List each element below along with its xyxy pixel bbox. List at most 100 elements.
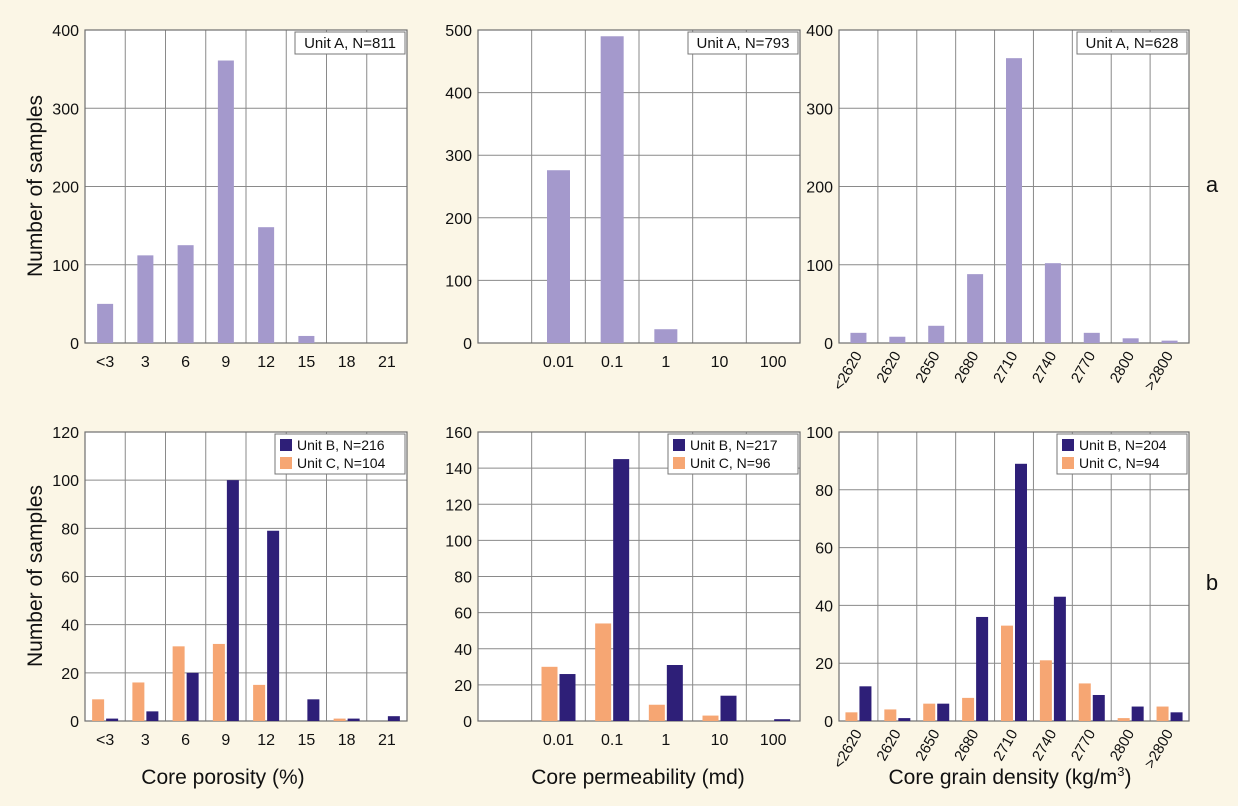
x-tick-label: 2740 — [1029, 349, 1060, 386]
y-tick-label: 40 — [815, 598, 833, 615]
bar-unit-b — [146, 711, 159, 721]
x-tick-label: 21 — [378, 732, 396, 749]
bar-unit-a — [1083, 332, 1100, 343]
bar-unit-a — [889, 336, 906, 343]
y-tick-label: 400 — [52, 23, 79, 40]
bar-unit-a — [1161, 340, 1178, 343]
x-tick-label: 2620 — [873, 349, 904, 386]
plot-frame — [84, 431, 408, 722]
legend-box — [294, 31, 406, 55]
bar-unit-b — [976, 616, 989, 721]
y-tick-label: 100 — [445, 273, 472, 290]
bar-unit-a — [1044, 263, 1061, 343]
chart-permeability-b: 0 20 40 60 80 100 120 140 160 0.01 0.1 1 10 100 Unit B… — [445, 425, 801, 749]
x-tick-label: 6 — [181, 354, 190, 371]
x-tick-label: <2620 — [830, 349, 866, 394]
y-tick-label: 400 — [806, 23, 833, 40]
legend-box — [274, 433, 406, 475]
legend: Unit A, N=793 — [687, 31, 799, 55]
bar-unit-b — [666, 665, 683, 721]
chart-porosity-a: 0 100 200 300 400 <3 3 6 9 12 15 18 21 Unit A, N=811 — [52, 23, 408, 371]
x-tick-label: 2800 — [1107, 727, 1138, 764]
bar-unit-c — [132, 682, 145, 721]
x-tick-label: 12 — [257, 732, 275, 749]
y-tick-label: 20 — [815, 656, 833, 673]
legend-swatch — [280, 439, 292, 451]
bar-unit-c — [1156, 706, 1169, 721]
legend-box — [667, 433, 799, 475]
x-tick-label: 21 — [378, 354, 396, 371]
bar-unit-b — [106, 718, 119, 721]
x-tick-label: 0.1 — [601, 732, 623, 749]
bar-unit-b — [898, 718, 911, 721]
bar-unit-c — [172, 646, 185, 721]
legend-swatch — [1062, 439, 1074, 451]
legend: Unit B, N=217 Unit C, N=96 — [667, 433, 799, 475]
legend-label: Unit A, N=793 — [697, 35, 790, 52]
y-tick-label: 200 — [806, 180, 833, 197]
x-tick-label: 2680 — [951, 349, 982, 386]
x-tick-label: 15 — [297, 354, 315, 371]
y-tick-label: 80 — [454, 570, 472, 587]
legend-label: Unit B, N=204 — [1079, 437, 1167, 453]
plot-frame — [838, 431, 1190, 722]
bar-unit-c — [541, 666, 558, 721]
bar-unit-b — [1053, 596, 1066, 721]
x-tick-label: 10 — [711, 732, 729, 749]
x-tick-label: 15 — [297, 732, 315, 749]
chart-density-a: 0 100 200 300 400 <2620 2620 2650 2680 2710 2740 27… — [806, 23, 1190, 394]
x-tick-label: 6 — [181, 732, 190, 749]
x-tick-label: 18 — [338, 354, 356, 371]
y-tick-label: 0 — [824, 336, 833, 353]
legend-box — [687, 31, 799, 55]
y-tick-label: 40 — [454, 642, 472, 659]
x-tick-label: 100 — [760, 732, 787, 749]
x-tick-label: <3 — [96, 732, 114, 749]
plot-frame — [477, 431, 801, 722]
x-tick-label: <2620 — [830, 727, 866, 772]
bar-unit-a — [177, 245, 194, 343]
bar-unit-a — [298, 335, 315, 343]
bar-unit-b — [186, 672, 199, 721]
bar-unit-b — [1015, 463, 1027, 721]
bar-unit-c — [595, 623, 612, 721]
panel-label-b: b — [1206, 570, 1218, 595]
bar-unit-c — [1117, 718, 1130, 721]
legend-swatch — [1062, 457, 1074, 469]
legend-label: Unit C, N=96 — [690, 455, 771, 471]
plot-frame — [477, 29, 801, 344]
bar-unit-c — [1039, 660, 1052, 721]
x-tick-label: <3 — [96, 354, 114, 371]
y-tick-label: 40 — [61, 618, 79, 635]
bar-unit-c — [92, 699, 105, 721]
y-tick-label: 60 — [454, 606, 472, 623]
y-tick-label: 500 — [445, 23, 472, 40]
bar-unit-b — [774, 719, 791, 721]
y-tick-label: 120 — [445, 497, 472, 514]
legend-label: Unit A, N=811 — [304, 35, 396, 52]
x-tick-label: 0.01 — [543, 732, 574, 749]
x-tick-label: 2710 — [990, 349, 1021, 386]
chart-porosity-b: 0 20 40 60 80 100 120 <3 3 6 9 12 15 18 21 Unit B, N=21… — [52, 425, 408, 749]
bar-unit-b — [1170, 712, 1183, 721]
y-tick-label: 300 — [445, 148, 472, 165]
legend-box — [1076, 31, 1188, 55]
x-tick-label: 2650 — [912, 349, 943, 386]
legend: Unit A, N=811 — [294, 31, 406, 55]
y-tick-label: 100 — [445, 533, 472, 550]
legend-swatch — [673, 457, 685, 469]
bar-unit-c — [962, 697, 975, 721]
x-tick-label: 2740 — [1029, 727, 1060, 764]
y-axis-label-top: Number of samples — [24, 95, 47, 277]
x-tick-label: 1 — [661, 354, 670, 371]
panel-label-a: a — [1206, 172, 1219, 197]
y-tick-label: 0 — [463, 714, 472, 731]
bar-unit-a — [258, 227, 275, 343]
x-tick-label: 2800 — [1107, 349, 1138, 386]
x-axis-label-porosity: Core porosity (%) — [141, 766, 304, 789]
bar-unit-c — [702, 715, 719, 721]
bar-unit-a — [850, 332, 867, 343]
y-tick-label: 20 — [454, 678, 472, 695]
y-tick-label: 300 — [52, 101, 79, 118]
